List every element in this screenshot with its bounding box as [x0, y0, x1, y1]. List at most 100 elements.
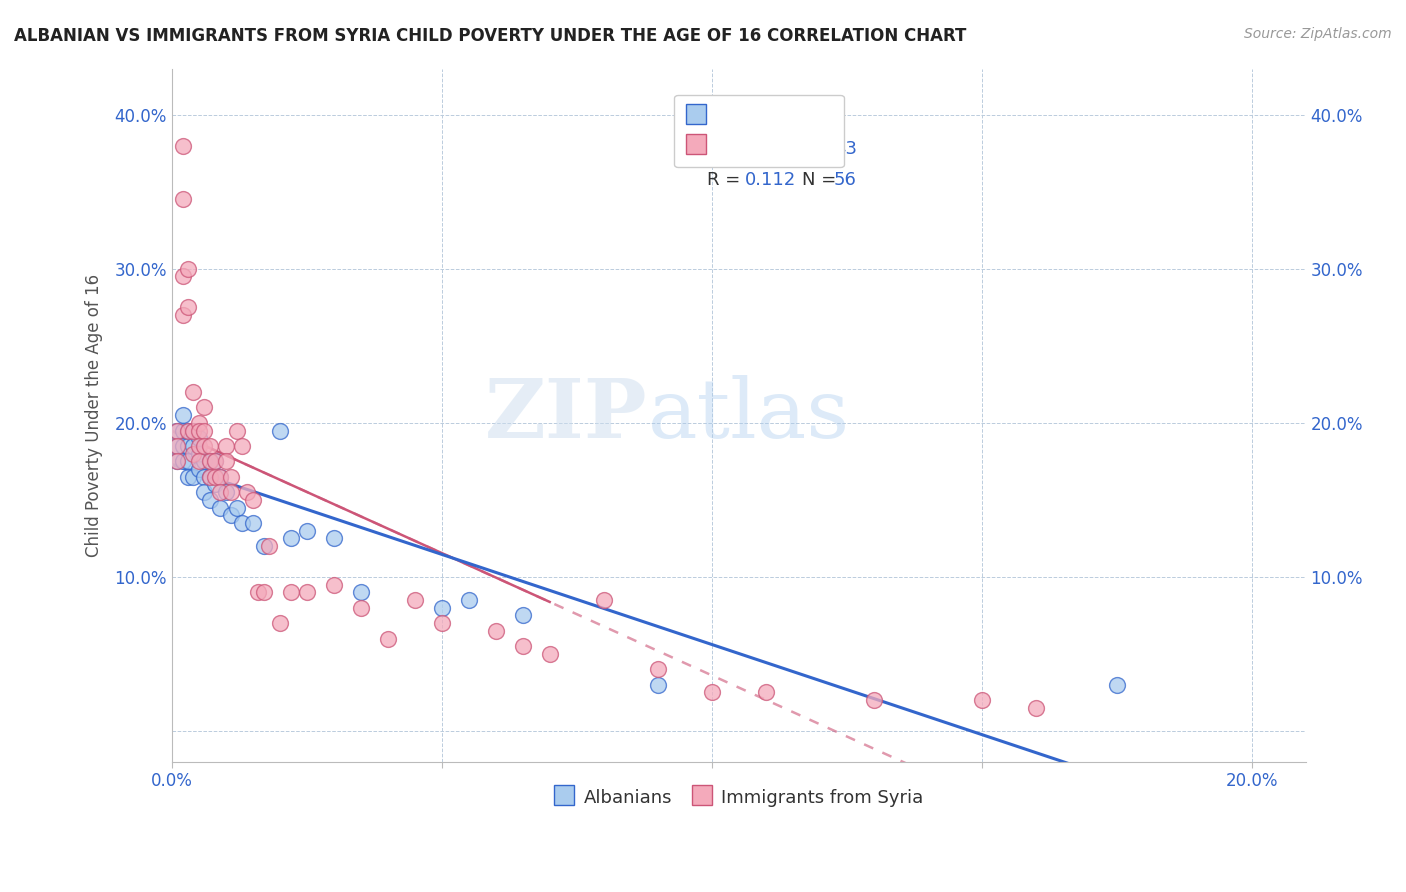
Point: [177, 454, 200, 468]
Point: [755, 685, 778, 699]
Point: [350, 585, 373, 599]
Point: [166, 439, 188, 453]
Text: 43: 43: [834, 139, 856, 158]
Text: ZIP: ZIP: [485, 376, 648, 455]
Text: N =: N =: [801, 139, 842, 158]
Point: [280, 532, 302, 546]
Point: [183, 424, 205, 438]
Point: [236, 485, 259, 500]
Point: [252, 539, 274, 553]
Point: [183, 447, 205, 461]
Point: [172, 193, 194, 207]
Point: [166, 424, 188, 438]
Point: [193, 424, 215, 438]
Point: [177, 469, 200, 483]
Point: [193, 485, 215, 500]
Point: [295, 524, 318, 538]
Point: [172, 269, 194, 284]
Point: [538, 647, 561, 661]
Point: [187, 439, 209, 453]
Point: [166, 424, 188, 438]
Point: [198, 469, 221, 483]
Point: [862, 693, 884, 707]
Point: [198, 492, 221, 507]
Point: [377, 632, 399, 646]
Point: [193, 439, 215, 453]
Text: atlas: atlas: [648, 376, 851, 455]
Point: [204, 454, 226, 468]
Point: [172, 138, 194, 153]
Point: [187, 454, 209, 468]
Point: [252, 585, 274, 599]
Text: 0.112: 0.112: [745, 171, 796, 189]
Point: [204, 477, 226, 491]
Point: [177, 424, 200, 438]
Point: [209, 500, 232, 515]
Point: [183, 439, 205, 453]
Point: [204, 469, 226, 483]
Point: [177, 424, 200, 438]
Point: [219, 485, 242, 500]
Legend: Albanians, Immigrants from Syria: Albanians, Immigrants from Syria: [547, 780, 931, 815]
Point: [485, 624, 508, 638]
Point: [209, 485, 232, 500]
Point: [166, 454, 188, 468]
Point: [209, 469, 232, 483]
Point: [177, 261, 200, 276]
Point: [215, 454, 238, 468]
Point: [177, 301, 200, 315]
Point: [647, 662, 669, 676]
Point: [970, 693, 993, 707]
Point: [187, 447, 209, 461]
Point: [219, 508, 242, 523]
Point: [177, 439, 200, 453]
Point: [215, 485, 238, 500]
Point: [242, 516, 264, 530]
Point: [172, 439, 194, 453]
Text: -0.544: -0.544: [737, 139, 794, 158]
Point: [430, 616, 453, 631]
Text: R =: R =: [707, 171, 745, 189]
Point: [172, 308, 194, 322]
Y-axis label: Child Poverty Under the Age of 16: Child Poverty Under the Age of 16: [86, 274, 103, 557]
Point: [280, 585, 302, 599]
Point: [225, 424, 247, 438]
Point: [647, 678, 669, 692]
Point: [183, 385, 205, 400]
Point: [166, 454, 188, 468]
Point: [193, 454, 215, 468]
Point: [242, 492, 264, 507]
Point: [225, 500, 247, 515]
Point: [322, 577, 344, 591]
Point: [187, 431, 209, 445]
Point: [231, 439, 253, 453]
Point: [183, 424, 205, 438]
Point: [198, 454, 221, 468]
Point: [269, 616, 291, 631]
Point: [187, 416, 209, 430]
Point: [512, 639, 534, 653]
Point: [1025, 701, 1047, 715]
Point: [172, 454, 194, 468]
Point: [1105, 678, 1128, 692]
Point: [183, 469, 205, 483]
Point: [231, 516, 253, 530]
Text: 56: 56: [834, 171, 856, 189]
Point: [430, 600, 453, 615]
Point: [322, 532, 344, 546]
Point: [193, 469, 215, 483]
Point: [295, 585, 318, 599]
Point: [198, 439, 221, 453]
Point: [457, 593, 479, 607]
Point: [187, 424, 209, 438]
Point: [215, 439, 238, 453]
Point: [187, 462, 209, 476]
Point: [257, 539, 280, 553]
Text: ALBANIAN VS IMMIGRANTS FROM SYRIA CHILD POVERTY UNDER THE AGE OF 16 CORRELATION : ALBANIAN VS IMMIGRANTS FROM SYRIA CHILD …: [14, 27, 966, 45]
Point: [198, 454, 221, 468]
Point: [404, 593, 426, 607]
Point: [269, 424, 291, 438]
Text: Source: ZipAtlas.com: Source: ZipAtlas.com: [1244, 27, 1392, 41]
Text: R =: R =: [707, 139, 745, 158]
Point: [219, 469, 242, 483]
